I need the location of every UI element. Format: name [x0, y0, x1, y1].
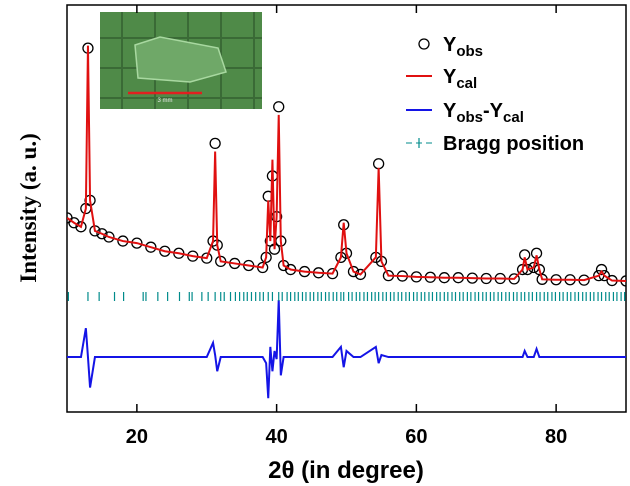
- legend-label: Bragg position: [443, 133, 584, 155]
- inset-photo: 3 mm: [100, 12, 262, 109]
- obs-point: [595, 263, 608, 276]
- plot-frame: [66, 4, 627, 413]
- legend-label-part: Y: [443, 34, 457, 56]
- obs-point: [103, 231, 115, 243]
- y-axis-label: Intensity (a. u.): [16, 133, 41, 283]
- plot-area: [67, 42, 626, 399]
- legend-label-part: -Y: [483, 100, 504, 122]
- obs-point: [347, 265, 360, 278]
- legend-label-part: obs: [456, 43, 483, 60]
- legend-label-part: obs: [456, 109, 483, 126]
- legend-label: Yobs: [443, 34, 483, 60]
- x-tick-label: 40: [266, 426, 288, 448]
- obs-point: [75, 221, 87, 233]
- legend-label-part: Y: [443, 66, 457, 88]
- legend-symbol: [418, 38, 430, 50]
- legend-label: Ycal: [443, 66, 477, 92]
- x-tick-label: 80: [545, 426, 567, 448]
- scale-label: 3 mm: [158, 98, 173, 104]
- legend-label-part: Bragg position: [443, 133, 584, 155]
- x-tick-label: 20: [126, 426, 148, 448]
- legend-label: Yobs-Ycal: [443, 100, 524, 126]
- obs-point: [273, 101, 285, 113]
- obs-point: [372, 158, 385, 170]
- x-axis-label: 2θ (in degree): [268, 457, 424, 484]
- x-tick-label: 60: [405, 426, 427, 448]
- series-line: [67, 45, 626, 282]
- legend-label-part: cal: [503, 109, 524, 126]
- legend-label-part: cal: [456, 75, 477, 92]
- legend-label-part: Y: [443, 100, 457, 122]
- obs-point: [96, 228, 108, 240]
- obs-point: [145, 241, 157, 253]
- crystal: [134, 36, 227, 83]
- series-line: [67, 300, 626, 399]
- obs-point: [354, 268, 367, 281]
- obs-point: [209, 137, 221, 150]
